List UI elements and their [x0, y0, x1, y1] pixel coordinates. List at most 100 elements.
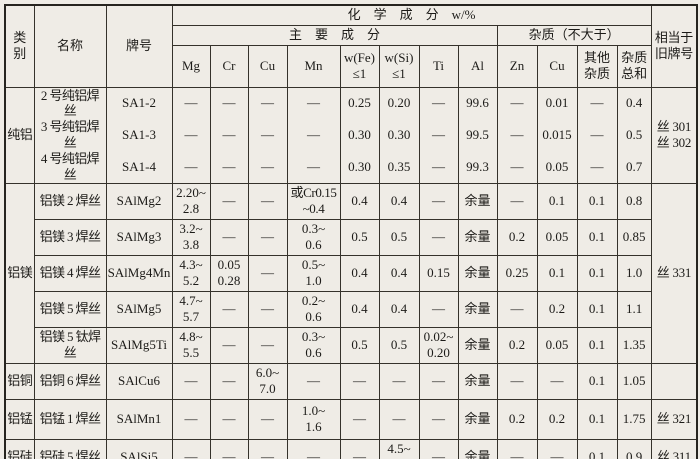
cell: —	[536, 362, 578, 400]
cell: —	[286, 438, 341, 459]
cell: 1.1	[616, 290, 652, 328]
cell: 余量	[457, 182, 498, 220]
cell: 0.4	[339, 290, 380, 328]
cell: 余量	[457, 326, 498, 364]
header-grade: 牌号	[105, 4, 173, 88]
cell: —	[496, 290, 538, 328]
grade-cell: SA1-3	[105, 119, 173, 151]
cell: 0.1	[576, 254, 618, 292]
cell: —	[247, 290, 288, 328]
header-impurity-group: 杂质（不大于）	[496, 24, 652, 46]
cell: —	[247, 119, 288, 151]
cell: —	[209, 86, 249, 120]
table-row: 铝铜 铝铜 6 焊丝 SAlCu6 — — 6.0~ 7.0 — — — — 余…	[4, 362, 698, 400]
cell: 0.1	[576, 326, 618, 364]
cell: —	[536, 438, 578, 459]
cell: —	[247, 438, 288, 459]
cell: 0.30	[339, 150, 380, 184]
cell: 0.4	[339, 254, 380, 292]
cell: 0.15	[418, 254, 459, 292]
cell: 0.05	[536, 150, 578, 184]
header-main-group: 主 要 成 分	[171, 24, 498, 46]
cell: —	[418, 438, 459, 459]
cell: —	[418, 119, 459, 151]
header-category: 类别	[4, 4, 35, 88]
header-col-mg: Mg	[171, 44, 211, 88]
cell: —	[418, 218, 459, 256]
cell: 0.05	[536, 326, 578, 364]
cell: —	[171, 119, 211, 151]
name-cell: 铝镁 2 焊丝	[33, 182, 107, 220]
category-cell: 铝硅	[4, 438, 35, 459]
cell: —	[418, 182, 459, 220]
cell: 0.30	[378, 119, 420, 151]
header-col-other: 其他 杂质	[576, 44, 618, 88]
cell: —	[496, 362, 538, 400]
name-cell: 铝镁 5 钛焊丝	[33, 326, 107, 364]
cell: —	[209, 119, 249, 151]
cell: —	[247, 150, 288, 184]
cell: 99.5	[457, 119, 498, 151]
cell: 余量	[457, 218, 498, 256]
name-cell: 铝硅 5 焊丝	[33, 438, 107, 459]
name-cell: 铝锰 1 焊丝	[33, 398, 107, 440]
header-col-fe: w(Fe) ≤1	[339, 44, 380, 88]
grade-cell: SAlMg5Ti	[105, 326, 173, 364]
cell: —	[496, 119, 538, 151]
cell: —	[576, 119, 618, 151]
header-col-cu2: Cu	[536, 44, 578, 88]
cell: 0.4	[378, 254, 420, 292]
name-cell: 铝镁 3 焊丝	[33, 218, 107, 256]
name-cell: 铝镁 5 焊丝	[33, 290, 107, 328]
cell: —	[378, 362, 420, 400]
cell: 0.05	[536, 218, 578, 256]
alloy-wire-composition-table: 类别 名称 牌号 化 学 成 分 w/% 相当于 旧牌号 主 要 成 分 杂质（…	[4, 4, 699, 459]
table-row: 铝镁 5 钛焊丝 SAlMg5Ti 4.8~ 5.5 — — 0.3~ 0.6 …	[5, 326, 697, 364]
cell: 0.015	[536, 119, 578, 151]
cell: 0.01	[536, 86, 578, 120]
cell: —	[209, 398, 249, 440]
grade-cell: SAlMg4Mn	[105, 254, 173, 292]
cell: —	[247, 326, 288, 364]
cell: 0.20	[378, 86, 420, 120]
cell: —	[286, 362, 341, 400]
cell: 0.4	[378, 182, 420, 220]
cell: 4.7~ 5.7	[171, 290, 211, 328]
header-name: 名称	[33, 4, 107, 88]
cell: —	[378, 398, 420, 440]
cell: —	[209, 326, 249, 364]
cell: —	[171, 398, 211, 440]
cell: —	[247, 218, 288, 256]
cell: 0.2	[536, 398, 578, 440]
cell: 余量	[457, 254, 498, 292]
cell: —	[209, 290, 249, 328]
cell: —	[171, 362, 211, 400]
cell: 0.3~ 0.6	[286, 326, 341, 364]
cell: 4.3~ 5.2	[171, 254, 211, 292]
cell: 0.35	[378, 150, 420, 184]
grade-cell: SAlMg2	[105, 182, 173, 220]
grade-cell: SA1-4	[105, 150, 173, 184]
cell: 6.0~ 7.0	[247, 362, 288, 400]
table-row: 3 号纯铝焊丝 SA1-3 — — — — 0.30 0.30 — 99.5 —…	[5, 119, 697, 151]
cell: —	[171, 438, 211, 459]
cell: 0.30	[339, 119, 380, 151]
cell: 0.7	[616, 150, 652, 184]
cell: 0.1	[576, 362, 618, 400]
header-col-cu: Cu	[247, 44, 288, 88]
name-cell: 铝铜 6 焊丝	[33, 362, 107, 400]
old-grade-cell: 丝 311	[650, 438, 698, 459]
cell: —	[209, 218, 249, 256]
cell: —	[286, 150, 341, 184]
cell: 0.2	[496, 218, 538, 256]
cell: 或Cr0.15 ~0.4	[286, 182, 341, 220]
table-row: 主 要 成 分 杂质（不大于）	[5, 24, 697, 46]
cell: —	[247, 182, 288, 220]
category-cell: 铝镁	[4, 182, 35, 364]
name-cell: 4 号纯铝焊丝	[33, 150, 107, 184]
cell: 4.5~ 6.0	[378, 438, 420, 459]
cell: —	[418, 86, 459, 120]
cell: 0.05 0.28	[209, 254, 249, 292]
cell: —	[209, 150, 249, 184]
